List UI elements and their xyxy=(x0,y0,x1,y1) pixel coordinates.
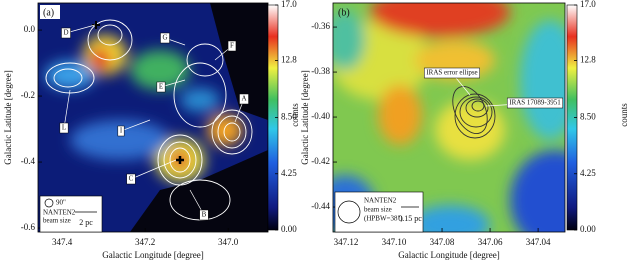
y-tick-label: 0.0 xyxy=(24,24,36,34)
beam-label: NANTEN2 xyxy=(364,197,397,205)
x-tick-label: 347.0 xyxy=(218,237,239,247)
beam-circle xyxy=(44,198,54,208)
colorbar-tick-label: 12.8 xyxy=(580,55,596,65)
y-tick-label: -0.36 xyxy=(311,21,330,31)
annotation-leader xyxy=(63,89,71,129)
y-tick-label: -0.40 xyxy=(311,111,330,121)
beam-circle xyxy=(337,200,361,224)
annotation-leader xyxy=(120,119,151,132)
y-axis-label: Galactic Latitude [degree] xyxy=(3,70,13,164)
annotation-box xyxy=(160,32,170,44)
beam-box xyxy=(334,191,424,233)
annotation: A xyxy=(241,95,246,103)
annotation-box xyxy=(424,67,480,79)
annotation-box xyxy=(506,97,564,109)
annotation: B xyxy=(202,211,207,219)
annotation-box xyxy=(126,173,136,185)
annotation-box xyxy=(239,93,249,105)
colorbar-tick-label: 0.00 xyxy=(281,224,297,234)
x-tick-label: 347.04 xyxy=(526,237,551,247)
y-tick-label: -0.38 xyxy=(311,66,330,76)
annotation-box xyxy=(227,40,237,52)
annotation: G xyxy=(162,34,167,42)
annotation: IRAS 17089-3951 xyxy=(509,99,561,107)
annotation-box xyxy=(61,27,71,39)
colorbar-label: counts xyxy=(619,103,629,127)
x-tick-label: 347.08 xyxy=(430,237,455,247)
beam-size: 90" xyxy=(56,199,66,207)
y-tick-label: -0.44 xyxy=(311,201,330,211)
x-tick-label: 347.4 xyxy=(52,237,73,247)
annotation: I xyxy=(120,127,123,135)
colorbar-tick-label: 8.50 xyxy=(580,112,596,122)
plot-frame xyxy=(332,2,566,233)
annotation: L xyxy=(62,124,66,132)
colorbar-label: counts xyxy=(290,103,300,127)
colorbar-tick-label: 0.00 xyxy=(580,224,596,234)
panel-label-box xyxy=(40,5,60,19)
panel-label: (a) xyxy=(43,7,54,18)
x-axis-label: Galactic Longitude [degree] xyxy=(102,250,203,260)
x-axis-label: Galactic Longitude [degree] xyxy=(398,250,499,260)
colorbar-tick-label: 17.0 xyxy=(580,0,596,9)
annotation-leader xyxy=(130,159,177,180)
annotation-leader xyxy=(65,24,96,34)
map-b xyxy=(333,3,565,232)
colorbar-tick-label: 4.25 xyxy=(580,168,596,178)
annotation-box xyxy=(199,209,209,221)
annotation: C xyxy=(129,175,134,183)
colorbar-tick-label: 17.0 xyxy=(281,0,297,9)
panel-label: (b) xyxy=(338,7,350,18)
x-tick-label: 347.10 xyxy=(382,237,407,247)
annotation: D xyxy=(63,29,68,37)
scale-label: 2 pc xyxy=(79,218,93,227)
annotation: F xyxy=(230,42,234,50)
x-tick-label: 347.2 xyxy=(135,237,155,247)
x-tick-label: 347.12 xyxy=(334,237,359,247)
annotation: E xyxy=(159,83,163,91)
x-tick-label: 347.06 xyxy=(478,237,503,247)
annotation-box xyxy=(156,81,166,93)
beam-label: beam size xyxy=(43,217,71,225)
annotation: IRAS error ellipse xyxy=(426,69,477,77)
y-axis-label: Galactic Latitude [degree] xyxy=(300,70,310,164)
y-tick-label: -0.6 xyxy=(21,222,36,232)
y-tick-label: -0.4 xyxy=(21,156,36,166)
beam-box xyxy=(39,195,103,233)
scale-label: 0.15 pc xyxy=(398,214,422,223)
colorbar-tick-label: 12.8 xyxy=(281,55,297,65)
y-tick-label: -0.2 xyxy=(21,90,35,100)
y-tick-label: -0.42 xyxy=(311,156,330,166)
colorbar-tick-label: 8.50 xyxy=(281,112,297,122)
beam-label: (HPBW=38") xyxy=(364,215,403,223)
annotation-box xyxy=(117,125,125,137)
annotation-box xyxy=(59,122,69,134)
colorbar-tick-label: 4.25 xyxy=(281,168,297,178)
beam-label: beam size xyxy=(364,206,392,214)
beam-label: NANTEN2 xyxy=(43,209,76,217)
